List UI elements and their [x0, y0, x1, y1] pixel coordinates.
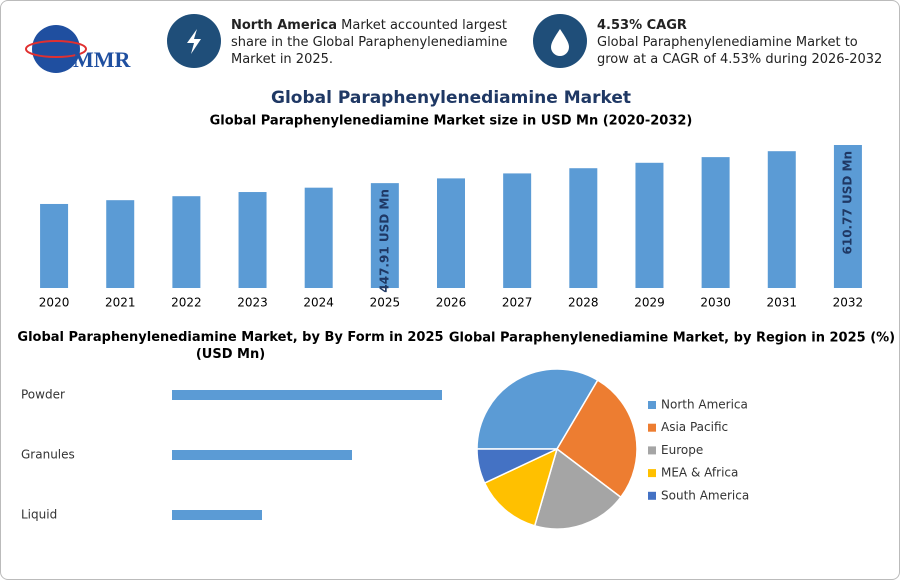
bar [40, 203, 69, 288]
bar [172, 196, 201, 288]
bar [172, 450, 352, 460]
chart-title: Global Paraphenylenediamine Market, by R… [449, 331, 895, 346]
main-title: Global Paraphenylenediamine Market [271, 88, 631, 108]
logo-globe [32, 25, 80, 73]
bar [437, 178, 465, 288]
highlight: 4.53% CAGR Global Paraphenylenediamine Ma… [597, 17, 887, 68]
x-tick-label: 2022 [171, 296, 202, 310]
bar [635, 162, 664, 288]
value-label: 610.77 USD Mn [840, 151, 854, 255]
bar [767, 151, 796, 288]
chart-title: Global Paraphenylenediamine Market, by B… [17, 330, 444, 362]
bar [106, 200, 135, 288]
highlight-title: North America [231, 18, 337, 33]
x-tick-label: 2024 [303, 296, 334, 310]
icon-drop [551, 29, 569, 56]
bar [503, 173, 532, 288]
y-tick-label: Liquid [21, 508, 57, 522]
pie-slice [533, 447, 622, 530]
highlight: North America Market accounted largest s… [231, 17, 521, 68]
x-tick-label: 2029 [634, 296, 665, 310]
x-tick-label: 2032 [833, 296, 864, 310]
bar [370, 183, 399, 288]
bar [569, 168, 598, 288]
chart-title: Global Paraphenylenediamine Market size … [210, 114, 693, 129]
bar [304, 187, 333, 288]
bar [701, 157, 730, 288]
highlight-text: Market accounted largest share in the Gl… [231, 18, 508, 67]
legend-label: Europe [661, 443, 703, 457]
y-tick-label: Granules [21, 448, 75, 462]
pie-slice [476, 368, 599, 450]
legend-label: MEA & Africa [661, 466, 738, 480]
x-tick-label: 2021 [105, 296, 136, 310]
x-tick-label: 2023 [237, 296, 268, 310]
bar [833, 145, 862, 288]
pie-slice [476, 448, 558, 485]
x-tick-label: 2020 [39, 296, 70, 310]
highlight-title: 4.53% CAGR [597, 18, 687, 33]
x-tick-label: 2028 [568, 296, 599, 310]
legend-swatch [648, 423, 656, 432]
logo-orbit [25, 40, 87, 58]
x-tick-label: 2027 [502, 296, 533, 310]
y-tick-label: Powder [21, 388, 65, 402]
legend-swatch [648, 446, 656, 455]
x-tick-label: 2025 [370, 296, 401, 310]
x-tick-label: 2026 [436, 296, 467, 310]
pie-slice [483, 447, 559, 527]
highlight-text: Global Paraphenylenediamine Market to gr… [597, 35, 883, 67]
bar [172, 390, 442, 400]
legend-swatch [648, 401, 656, 409]
bar [238, 192, 267, 288]
bar [172, 510, 262, 520]
logo-text: MMR [73, 47, 131, 72]
legend-label: Asia Pacific [661, 420, 728, 434]
legend-label: North America [661, 398, 748, 412]
pie-slice [556, 379, 638, 499]
legend-label: South America [661, 488, 749, 502]
value-label: 447.91 USD Mn [377, 189, 391, 293]
icon-bolt [187, 29, 201, 54]
x-tick-label: 2031 [766, 296, 797, 310]
legend-swatch [648, 491, 656, 500]
x-tick-label: 2030 [700, 296, 731, 310]
legend-swatch [648, 469, 656, 478]
